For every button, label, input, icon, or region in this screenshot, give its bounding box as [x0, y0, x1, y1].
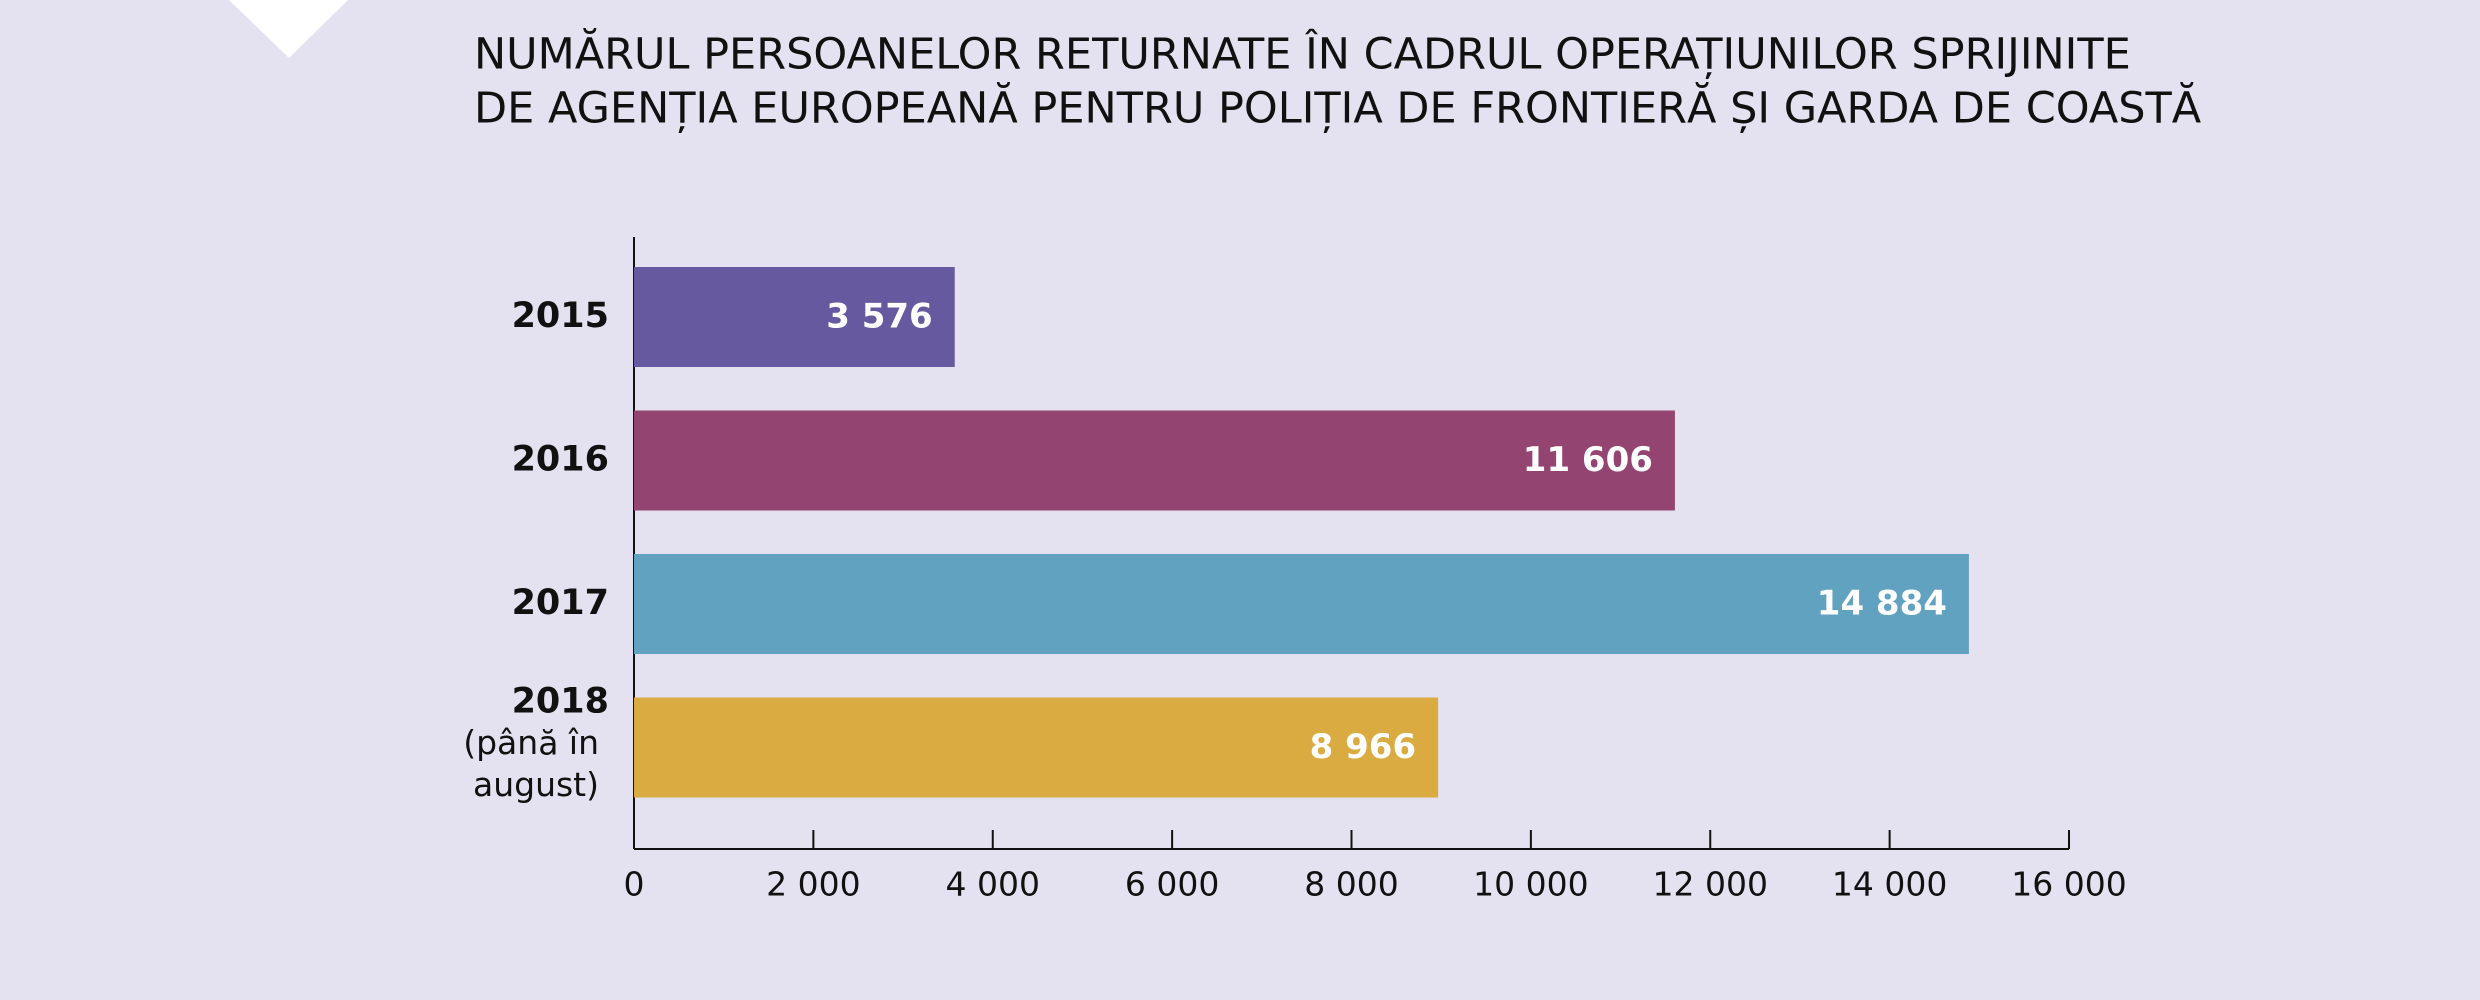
category-note: august): [473, 765, 599, 804]
bar: [634, 267, 955, 367]
chart-title: DE AGENȚIA EUROPEANĂ PENTRU POLIȚIA DE F…: [474, 82, 2202, 134]
x-tick-label: 0: [624, 865, 645, 904]
y-tick-label: 2015: [512, 296, 609, 336]
decoration: [229, 0, 348, 58]
x-tick-label: 2 000: [766, 865, 860, 904]
value-label: 11 606: [1523, 440, 1653, 480]
value-label: 8 966: [1310, 727, 1416, 767]
x-tick-label: 6 000: [1125, 865, 1219, 904]
x-tick-label: 12 000: [1653, 865, 1768, 904]
y-tick-label: 2018: [512, 682, 609, 722]
y-tick-label: 2017: [512, 583, 609, 623]
x-tick-label: 16 000: [2011, 865, 2126, 904]
x-tick-label: 10 000: [1473, 865, 1588, 904]
chart-title: NUMĂRUL PERSOANELOR RETURNATE ÎN CADRUL …: [474, 28, 2131, 80]
category-note: (până în: [463, 723, 599, 762]
bar: [634, 697, 1439, 798]
bar: [634, 410, 1675, 511]
x-tick-label: 4 000: [946, 865, 1040, 904]
value-label: 14 884: [1817, 584, 1947, 624]
value-label: 3 576: [826, 297, 932, 337]
x-tick-label: 14 000: [1832, 865, 1947, 904]
y-tick-label: 2016: [512, 440, 609, 480]
bar: [634, 554, 1969, 654]
x-tick-label: 8 000: [1304, 865, 1398, 904]
